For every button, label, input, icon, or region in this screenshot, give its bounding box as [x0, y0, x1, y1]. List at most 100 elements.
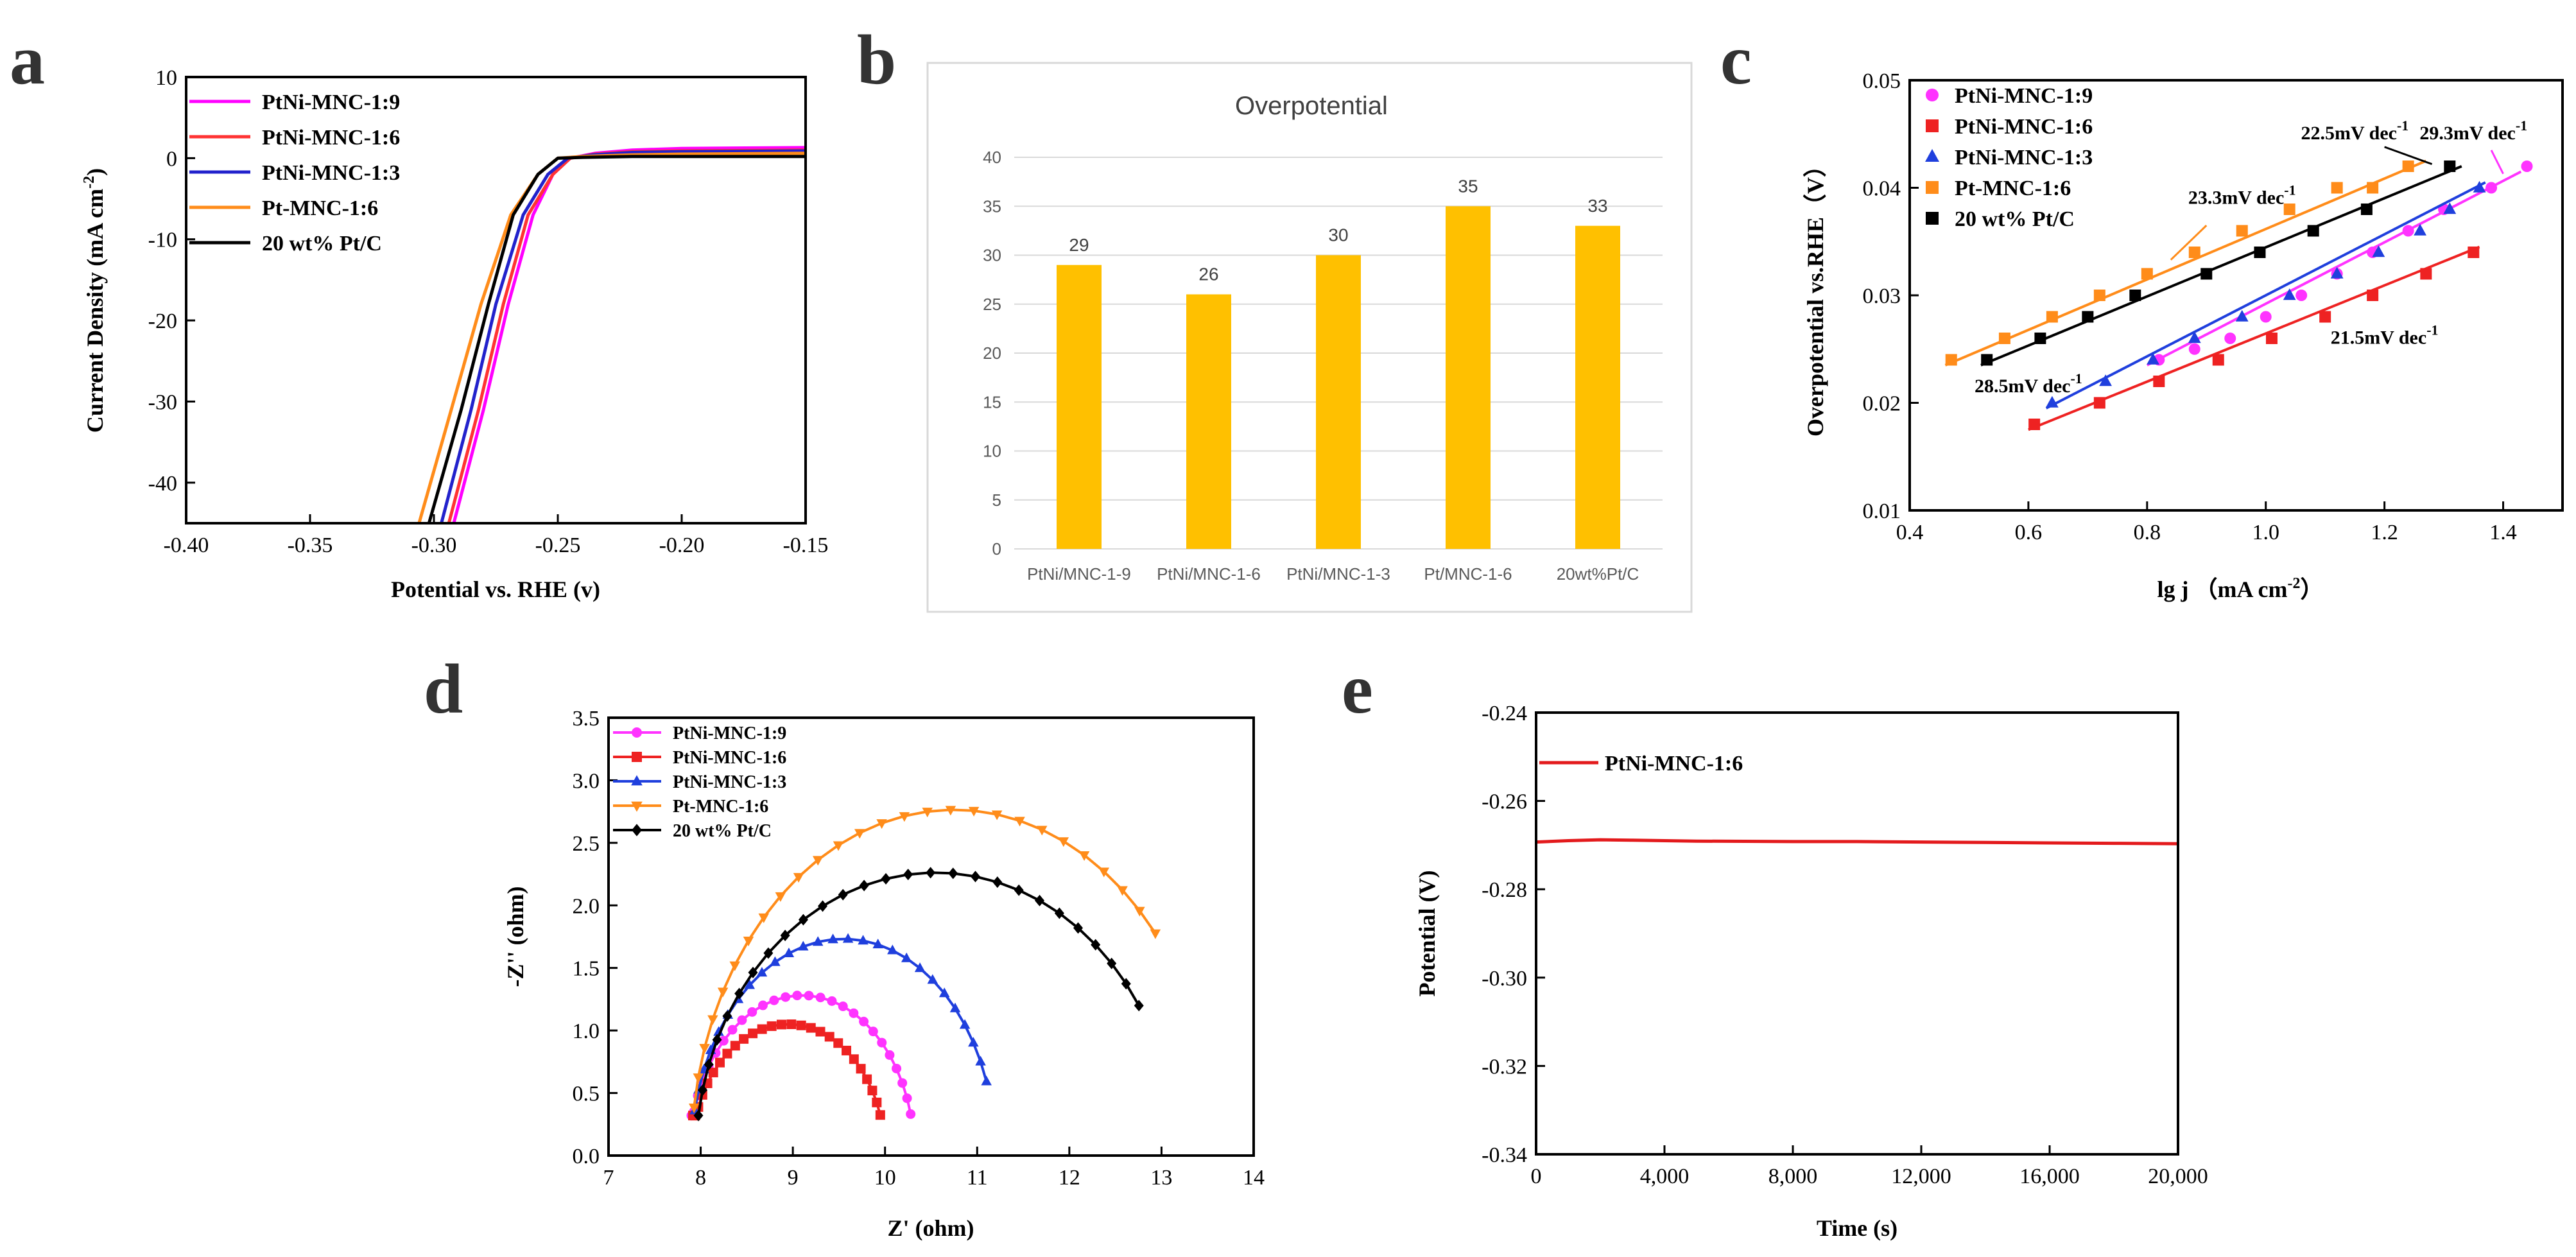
tafel-point	[2141, 268, 2153, 280]
y-tick-label: 0.04	[1863, 177, 1901, 201]
slope-annotation-sup: -1	[2070, 370, 2082, 386]
tafel-point	[2372, 245, 2385, 257]
nyquist-point	[699, 1044, 710, 1054]
nyquist-point	[1121, 978, 1131, 990]
slope-annotation-text: 29.3mV dec	[2419, 123, 2515, 144]
nyquist-point	[748, 966, 758, 978]
nyquist-point	[945, 806, 956, 816]
nyquist-point	[1014, 817, 1025, 827]
panel-d-xlabel: Z' (ohm)	[888, 1215, 974, 1241]
nyquist-point	[1035, 894, 1045, 906]
nyquist-point	[875, 1110, 885, 1120]
panel-a-plot-area	[417, 146, 806, 524]
panel-c-slope-annotations: 22.5mV dec-1 29.3mV dec-123.3mV dec-121.5…	[1975, 117, 2527, 397]
nyquist-point	[766, 1021, 777, 1031]
tafel-point	[1981, 354, 1993, 366]
tafel-point	[2254, 247, 2266, 258]
tafel-point	[1945, 354, 1957, 366]
nyquist-point	[849, 1008, 859, 1018]
nyquist-point	[838, 1001, 848, 1012]
y-tick-label: 0.02	[1863, 392, 1901, 416]
y-tick-label: 1.0	[573, 1019, 600, 1043]
tafel-point	[2046, 311, 2058, 323]
fit-line-3	[1944, 159, 2427, 367]
y-tick-label: 25	[983, 295, 1001, 314]
y-tick-label: 2.0	[573, 894, 600, 918]
nyquist-point	[922, 808, 933, 818]
nyquist-point	[833, 1038, 843, 1048]
tafel-point	[2473, 180, 2486, 193]
nyquist-point	[959, 1019, 971, 1029]
legend-label: Pt-MNC-1:6	[1955, 177, 2071, 200]
legend-label: PtNi-MNC-1:6	[1605, 752, 1743, 776]
panel-c-xlabel-sup: -2	[2287, 575, 2300, 592]
legend-marker	[632, 727, 642, 738]
nyquist-point	[713, 1026, 724, 1036]
legend-label: PtNi-MNC-1:9	[1955, 84, 2093, 108]
fit-line-2	[2045, 181, 2486, 410]
fit-line-0	[2146, 170, 2522, 367]
legend-label: 20 wt% Pt/C	[1955, 207, 2075, 231]
tafel-point	[2443, 202, 2457, 214]
bar-value-label: 33	[1587, 196, 1607, 216]
nyquist-point	[1134, 906, 1145, 917]
x-tick-label: 0.8	[2134, 521, 2161, 544]
legend-label: PtNi-MNC-1:6	[1955, 115, 2093, 139]
legend-label: 20 wt% Pt/C	[262, 232, 382, 256]
panel-c-xlabel-end: ）	[2300, 576, 2323, 602]
nyquist-point	[1014, 884, 1024, 896]
category-label: PtNi/MNC-1-6	[1157, 564, 1261, 584]
tafel-point	[2093, 290, 2105, 301]
panel-a-ylabel-sup: -2	[81, 176, 98, 189]
legend-marker	[1925, 149, 1939, 162]
x-tick-label: 9	[788, 1166, 799, 1190]
y-tick-label: 0.5	[573, 1082, 600, 1106]
nyquist-point	[927, 974, 938, 984]
nyquist-point	[776, 1019, 786, 1030]
y-tick-label: 20	[983, 343, 1001, 363]
nyquist-point	[815, 1027, 826, 1037]
panel-c-plot-area	[1944, 159, 2533, 431]
nyquist-point	[903, 869, 913, 881]
nyquist-point	[1150, 929, 1161, 939]
y-tick-label: 0	[166, 147, 177, 171]
panel-label-a: a	[10, 21, 45, 99]
tafel-point	[2265, 333, 2278, 344]
panel-d-legend: PtNi-MNC-1:9 PtNi-MNC-1:6 PtNi-MNC-1:3 Pt-M…	[613, 724, 786, 841]
nyquist-point	[862, 1074, 872, 1084]
nyquist-line-4	[697, 871, 1140, 1116]
nyquist-point	[792, 991, 802, 1001]
panel-c-xlabel: lg j （mA cm-2）	[2157, 575, 2324, 602]
panel-label-d: d	[424, 650, 463, 728]
nyquist-point	[730, 1041, 740, 1051]
panel-c-frame	[1908, 79, 2564, 512]
nyquist-point	[938, 987, 950, 998]
panel-e-frame	[1535, 711, 2179, 1156]
nyquist-point	[806, 1023, 816, 1033]
tafel-point	[2212, 354, 2224, 366]
legend-marker	[1926, 212, 1939, 225]
x-tick-label: 0.6	[2015, 521, 2043, 544]
legend-marker	[1926, 181, 1939, 194]
legend-marker	[1926, 119, 1939, 132]
tafel-point	[2521, 160, 2533, 172]
nyquist-point	[899, 812, 910, 822]
nyquist-point	[739, 1034, 749, 1044]
slope-annotation: 29.3mV dec-1	[2419, 117, 2527, 144]
tafel-point	[2402, 160, 2414, 172]
panel-a-xlabel: Potential vs. RHE (v)	[391, 576, 600, 602]
legend-label: PtNi-MNC-1:9	[262, 91, 400, 114]
tafel-point	[2188, 343, 2200, 355]
x-tick-label: 12,000	[1891, 1165, 1951, 1188]
panel-a-frame	[185, 76, 807, 524]
nyquist-point	[748, 1028, 758, 1039]
tafel-point	[2200, 268, 2213, 280]
tafel-point	[2367, 290, 2379, 301]
nyquist-point	[734, 987, 745, 1000]
x-tick-label: 16,000	[2019, 1165, 2080, 1188]
nyquist-point	[798, 941, 809, 951]
nyquist-point	[815, 993, 826, 1003]
nyquist-point	[842, 933, 854, 943]
slope-annotation-text: 28.5mV dec	[1975, 376, 2070, 397]
